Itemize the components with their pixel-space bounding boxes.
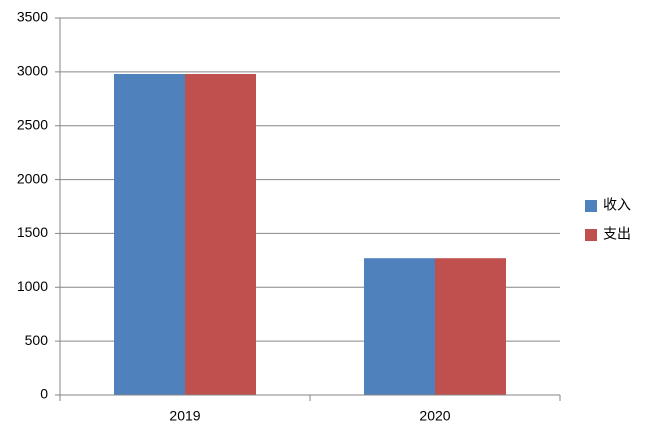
x-tick-label: 2020 [419,408,450,424]
legend-swatch [585,229,597,241]
bar [364,258,435,395]
y-tick-label: 0 [40,386,48,402]
bar [435,258,506,395]
y-tick-label: 2500 [17,116,48,132]
legend-label: 支出 [603,226,631,242]
y-tick-label: 3500 [17,9,48,25]
bar [114,74,185,396]
legend-swatch [585,200,597,212]
bar [185,74,256,396]
y-tick-label: 2000 [17,170,48,186]
x-tick-label: 2019 [169,408,200,424]
legend-label: 收入 [603,197,631,213]
y-tick-label: 3000 [17,63,48,79]
y-tick-label: 1500 [17,224,48,240]
y-tick-label: 1000 [17,278,48,294]
y-tick-label: 500 [25,332,49,348]
